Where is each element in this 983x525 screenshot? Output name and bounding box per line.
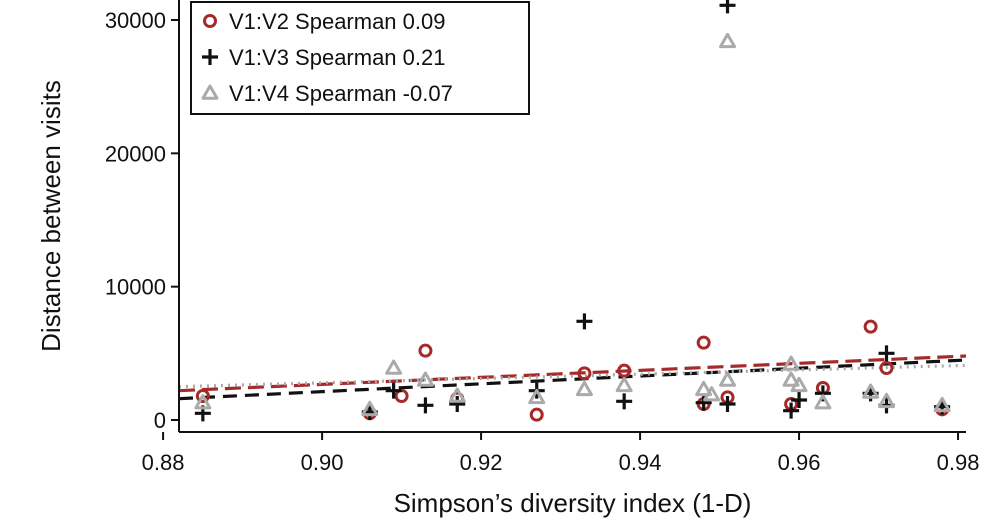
- legend-marker-triangle: [201, 84, 219, 100]
- legend-marker-circle: [203, 14, 217, 28]
- y-tick-label: 20000: [105, 141, 166, 166]
- data-point-triangle: [703, 386, 721, 402]
- data-point-triangle: [416, 371, 434, 387]
- trend-line-plus: [178, 358, 967, 401]
- x-tick-label: 0.94: [619, 450, 662, 475]
- data-point-triangle: [448, 387, 466, 403]
- data-point-triangle: [385, 359, 403, 375]
- data-point-circle: [418, 343, 433, 358]
- data-point-plus: [449, 396, 466, 412]
- data-point-triangle: [782, 371, 800, 387]
- data-point-triangle: [194, 394, 212, 410]
- data-point-triangle: [361, 400, 379, 417]
- data-point-triangle: [814, 394, 832, 410]
- legend-box: [190, 1, 530, 115]
- data-point-triangle: [862, 383, 880, 399]
- data-point-triangle: [719, 32, 737, 49]
- data-point-triangle: [782, 355, 800, 371]
- data-point-triangle: [719, 371, 737, 387]
- trend-line-triangle: [178, 363, 967, 389]
- x-tick-label: 0.90: [301, 450, 344, 475]
- data-point-plus: [385, 382, 402, 399]
- data-point-circle: [696, 335, 711, 350]
- x-axis-title: Simpson’s diversity index (1-D): [394, 488, 752, 518]
- legend-entry-label: V1:V3 Spearman 0.21: [229, 45, 445, 70]
- data-point-plus: [695, 394, 712, 411]
- y-tick-label: 10000: [105, 275, 166, 300]
- data-point-triangle: [575, 380, 593, 397]
- data-point-plus: [719, 0, 736, 14]
- plot-area: [178, 0, 967, 422]
- legend: V1:V2 Spearman 0.09 V1:V3 Spearman 0.21 V1…: [190, 1, 530, 115]
- x-tick-label: 0.92: [460, 450, 503, 475]
- data-point-triangle: [933, 396, 951, 413]
- x-tick-label: 0.98: [937, 450, 980, 475]
- data-point-plus: [791, 392, 808, 408]
- data-point-circle: [529, 407, 544, 422]
- legend-entry-label: V1:V4 Spearman -0.07: [229, 81, 453, 106]
- data-point-circle: [617, 363, 632, 378]
- data-point-triangle: [528, 388, 546, 405]
- data-point-circle: [195, 389, 210, 403]
- y-axis-title: Distance between visits: [36, 80, 66, 352]
- data-point-circle: [863, 319, 878, 334]
- trend-line-circle: [178, 354, 967, 393]
- legend-marker-plus: [202, 49, 218, 65]
- axes: 0.88 0.90 0.92 0.94 0.96 0.98 0 10000 20000 30000: [105, 0, 980, 475]
- legend-entry-label: V1:V2 Spearman 0.09: [229, 9, 445, 34]
- data-point-plus: [616, 393, 633, 410]
- data-point-plus: [719, 396, 736, 412]
- y-tick-label: 0: [154, 408, 166, 433]
- y-tick-label: 30000: [105, 8, 166, 33]
- x-tick-label: 0.88: [142, 450, 185, 475]
- x-tick-label: 0.96: [778, 450, 821, 475]
- data-point-triangle: [615, 376, 633, 393]
- data-point-plus: [576, 313, 593, 330]
- data-point-circle: [577, 366, 592, 381]
- data-point-plus: [783, 402, 800, 419]
- data-point-plus: [417, 397, 434, 414]
- data-point-triangle: [790, 376, 808, 393]
- data-point-plus: [878, 345, 895, 362]
- data-point-triangle: [695, 380, 713, 397]
- data-point-triangle: [878, 392, 896, 409]
- data-point-circle: [879, 361, 894, 375]
